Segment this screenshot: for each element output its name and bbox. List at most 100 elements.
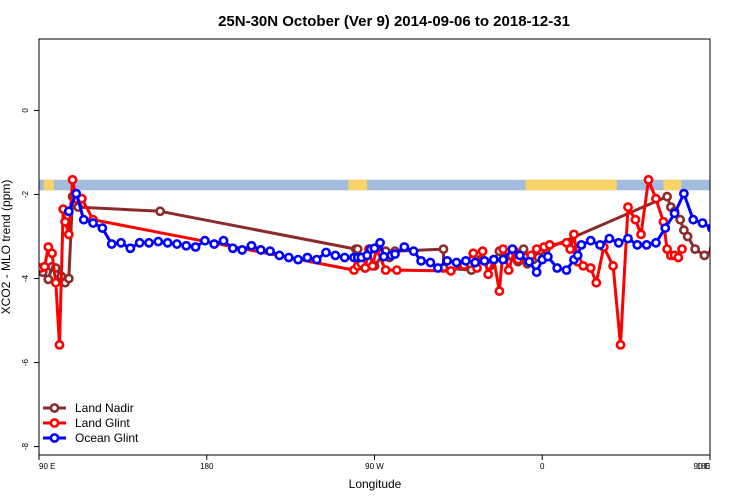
legend-marker <box>49 433 60 443</box>
legend-label: Land Glint <box>75 416 130 430</box>
y-axis-label: XCO2 - MLO trend (ppm) <box>0 180 13 315</box>
data-point <box>237 245 248 255</box>
data-point <box>673 252 684 263</box>
y-tick-label: -2 <box>21 190 30 198</box>
data-point <box>651 237 661 248</box>
data-point <box>669 208 680 219</box>
data-point <box>181 240 192 251</box>
data-point <box>199 235 210 246</box>
data-point <box>63 229 74 240</box>
data-point <box>134 237 145 248</box>
data-point <box>470 257 481 268</box>
data-point <box>721 256 728 263</box>
data-point <box>544 239 555 250</box>
legend-item: Ocean Glint <box>43 431 139 445</box>
data-point <box>615 340 626 350</box>
data-point <box>78 214 89 225</box>
data-point <box>740 271 747 278</box>
data-point <box>727 254 734 261</box>
data-point <box>438 244 449 255</box>
data-point <box>591 277 602 288</box>
data-point <box>162 237 173 248</box>
data-point <box>311 254 322 265</box>
data-point <box>542 251 553 262</box>
data-point <box>746 260 750 267</box>
data-point <box>468 248 479 259</box>
legend-marker <box>49 403 60 413</box>
x-tick-label: 180 <box>200 462 214 471</box>
data-point <box>321 247 331 258</box>
data-point <box>636 229 646 240</box>
data-point <box>255 245 266 255</box>
series-layer <box>39 174 750 350</box>
data-point <box>682 231 693 242</box>
x-tick-label-extra: 180 <box>697 462 711 471</box>
data-point <box>604 233 615 244</box>
legend-item: Land Nadir <box>43 401 134 415</box>
data-point <box>503 265 514 276</box>
data-point <box>697 218 708 228</box>
data-point <box>531 267 542 278</box>
data-point <box>483 269 494 280</box>
x-axis-label: Longitude <box>349 477 402 491</box>
data-point <box>734 275 741 282</box>
data-point <box>630 214 641 225</box>
data-point <box>416 255 426 266</box>
data-point <box>218 235 229 246</box>
data-point <box>293 254 303 265</box>
legend-label: Land Nadir <box>75 401 134 415</box>
data-point <box>390 249 400 260</box>
data-point <box>88 218 98 228</box>
x-tick-label: 0 <box>540 462 545 471</box>
data-point <box>477 246 488 257</box>
data-point <box>716 248 723 255</box>
data-point <box>552 263 563 273</box>
data-point <box>641 239 652 250</box>
data-point <box>47 248 57 259</box>
data-point <box>153 236 164 247</box>
data-point <box>662 191 673 202</box>
legend-label: Ocean Glint <box>75 431 139 445</box>
data-point <box>451 257 462 268</box>
data-point <box>125 243 136 254</box>
data-point <box>494 286 505 297</box>
data-point <box>514 250 525 261</box>
data-point <box>246 240 257 251</box>
data-point <box>330 250 341 261</box>
data-point <box>688 214 699 225</box>
data-point <box>595 239 605 250</box>
data-point <box>43 274 54 285</box>
data-point <box>613 237 624 248</box>
data-point <box>561 265 572 276</box>
data-point <box>507 244 518 255</box>
data-point <box>565 244 576 255</box>
land-mask-band <box>39 179 710 191</box>
data-point <box>265 246 276 257</box>
data-point <box>63 206 74 217</box>
y-tick-label: -8 <box>21 442 30 450</box>
data-point <box>54 340 65 350</box>
series-ocean-glint <box>63 188 710 278</box>
data-point <box>706 223 710 233</box>
data-point <box>623 202 633 212</box>
data-point <box>608 261 618 271</box>
data-point <box>585 263 596 273</box>
data-point <box>651 193 661 204</box>
data-point <box>380 265 391 276</box>
land-band-segment <box>43 179 54 191</box>
data-point <box>375 237 385 248</box>
data-point <box>274 250 285 261</box>
data-point <box>576 239 587 250</box>
x-tick-label: 90 E <box>39 462 55 471</box>
land-band-segment <box>348 179 368 191</box>
y-axis: 0 -2 -4 -6 -8 <box>21 108 39 450</box>
data-point <box>524 256 535 267</box>
data-point <box>731 267 738 274</box>
x-tick-label: 90 E <box>694 462 710 471</box>
x-tick-label: 90 W <box>365 462 384 471</box>
y-tick-label: 0 <box>21 108 30 113</box>
data-point <box>360 263 371 273</box>
ocean-band <box>39 179 710 191</box>
data-point <box>302 252 313 263</box>
